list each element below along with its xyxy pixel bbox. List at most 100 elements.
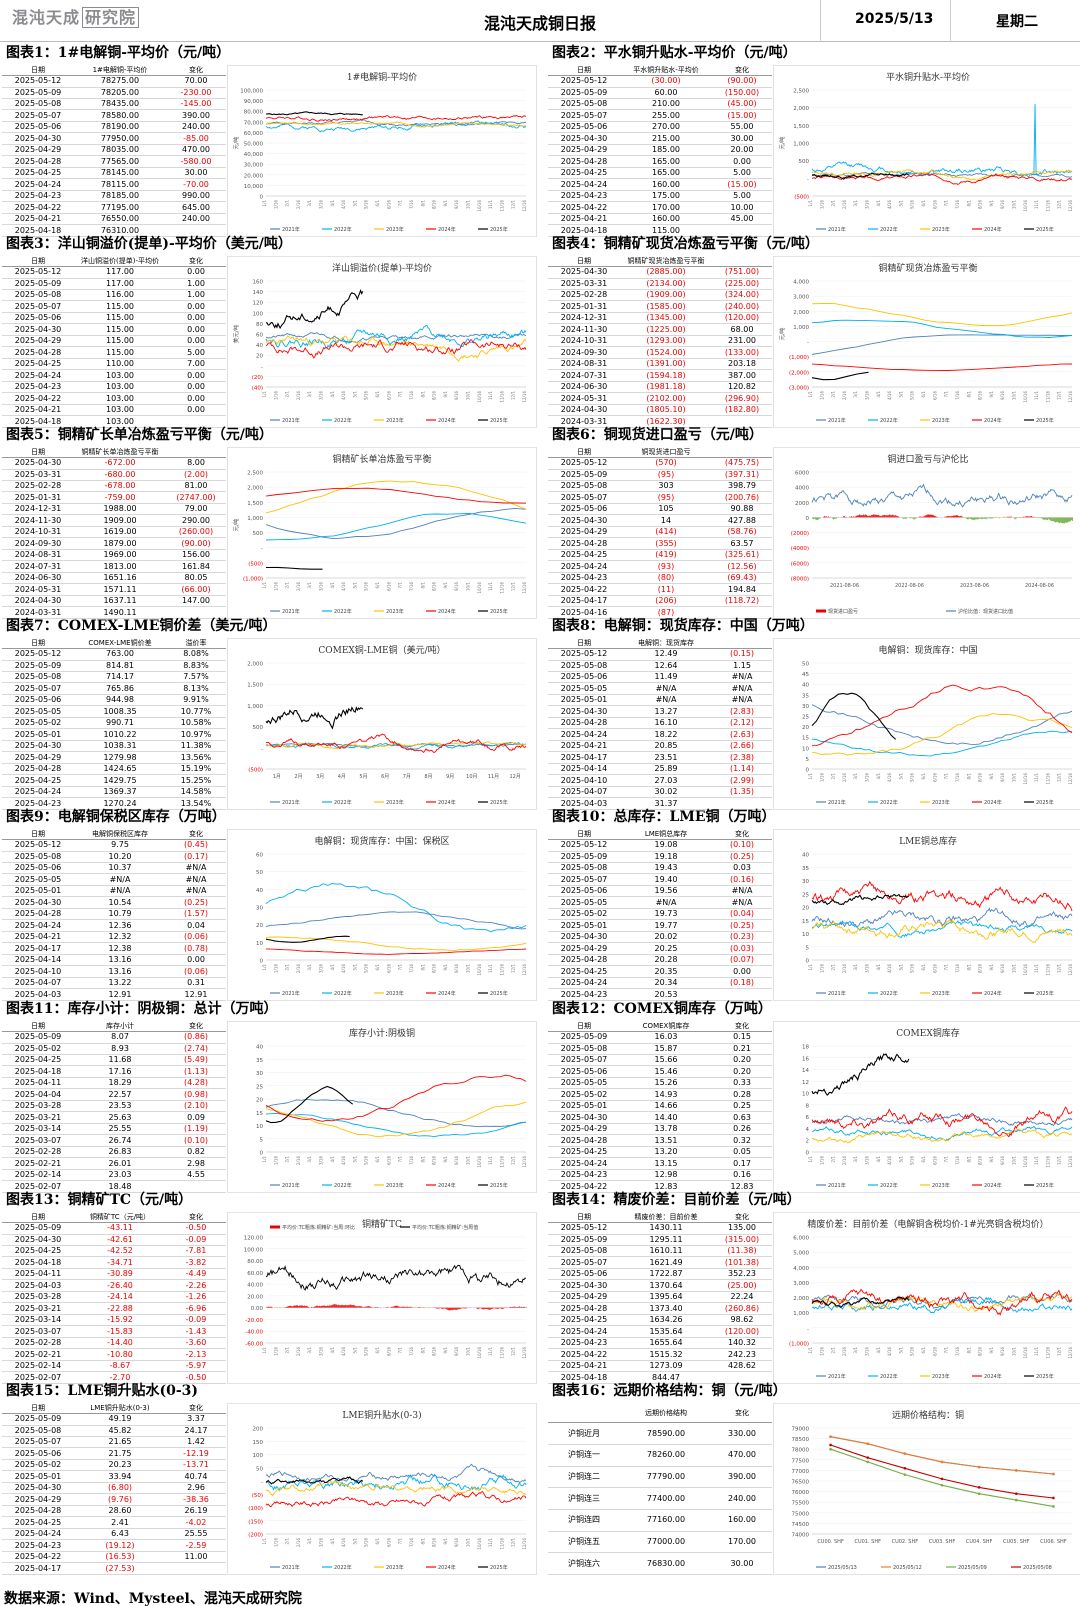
table-row: 2025-04-03 31.37 [548, 797, 772, 810]
table-cell: -22.88 [74, 1302, 166, 1315]
table-cell: 2025-04-25 [2, 1054, 74, 1067]
table-cell: #N/A [620, 682, 712, 695]
table-row: 2025-05-07 (95) (200.76) [548, 491, 772, 504]
y-tick-label: 2,000 [247, 662, 263, 668]
table-cell: 2025-02-14 [2, 1169, 74, 1182]
legend-entry: 现货进口盈亏 [828, 608, 858, 615]
legend-entry: 2023年 [386, 1182, 404, 1189]
chart-bar [321, 1305, 323, 1308]
table-cell: 2025-05-09 [2, 87, 74, 100]
table-cell: 390.00 [712, 1466, 772, 1489]
table-cell: 25.55 [74, 1123, 166, 1136]
chart-bar [380, 1307, 382, 1309]
table-cell: 2025-04-28 [2, 346, 74, 359]
chart-bar [1024, 516, 1026, 518]
table-row: 2025-04-28 115.00 5.00 [2, 346, 226, 359]
table-cell: 76830.00 [620, 1552, 712, 1575]
chart-bar [1028, 516, 1030, 518]
table-cell: -15.92 [74, 1314, 166, 1327]
x-tick-label: 7/1 [398, 391, 403, 398]
table-cell: -24.14 [74, 1291, 166, 1304]
table-cell: 2024-10-31 [2, 526, 74, 539]
y-axis-label: 元/吨 [778, 136, 786, 149]
table-cell: (2.66) [712, 740, 772, 753]
table-cell: 2025-04-23 [2, 190, 74, 203]
x-tick-label: 8/1 [420, 200, 425, 207]
table-cell: 2025-04-29 [2, 751, 74, 764]
y-tick-label: 3,000 [793, 295, 809, 301]
x-tick-label: 3/16 [319, 391, 324, 400]
chart-bar [812, 517, 813, 519]
table-row: 2025-04-28 1424.65 15.19% [2, 763, 226, 776]
table-cell: (1391.00) [620, 358, 712, 371]
x-tick-label: 5/1 [352, 200, 357, 207]
chart-bar [513, 1306, 515, 1308]
table-cell: 2025-04-25 [548, 965, 620, 978]
table-cell: 2025-04-28 [2, 1505, 74, 1518]
table-cell: 18.29 [74, 1077, 166, 1090]
x-tick-label: 3/16 [319, 1347, 324, 1356]
y-tick-label: 60,000 [244, 131, 264, 137]
table-cell: 2024-12-31 [2, 503, 74, 516]
chart-point [940, 1460, 944, 1464]
x-tick-label: 9/16 [454, 1347, 459, 1356]
table-cell: 9.75 [74, 839, 166, 852]
chart-bar [974, 517, 976, 520]
table-cell: 2025-01-31 [548, 300, 620, 313]
table-cell: 2025-04-29 [2, 144, 74, 157]
table-cell: 77790.00 [620, 1466, 712, 1489]
y-tick-label: 4 [806, 1127, 810, 1133]
y-tick-label: 120 [253, 301, 264, 307]
x-tick-label: 8/16 [432, 200, 437, 209]
chart-bar [933, 515, 935, 518]
legend-entry: 2025年 [490, 1182, 508, 1189]
y-tick-label: 77500 [792, 1458, 810, 1464]
table-row: 2025-05-06 11.49 #N/A [548, 671, 772, 684]
legend-entry: 2025/05/09 [958, 1565, 987, 1571]
chart-bar [865, 514, 867, 518]
chart-bar [993, 517, 995, 519]
chart-bar [296, 1305, 298, 1308]
chart-bar [438, 1307, 440, 1309]
table-row: 2025-04-24 78115.00 -70.00 [2, 178, 226, 191]
x-tick-label: 1/1 [262, 582, 267, 589]
table-row: 沪铜连三 77400.00 240.00 [548, 1487, 772, 1510]
panel-title: 图表11：库存小计：阴极铜：总计（万吨） [6, 1001, 278, 1017]
x-tick-label: 5/1 [352, 582, 357, 589]
y-tick-label: - [261, 546, 263, 552]
legend-entry: 2023年 [932, 990, 950, 997]
series-line [265, 332, 527, 344]
table-cell [166, 415, 226, 428]
x-tick-label: 2月 [294, 774, 302, 780]
x-tick-label: 6/16 [386, 582, 391, 591]
chart-title: 洋山铜溢价(提单)-平均价 [332, 262, 432, 274]
table-cell: 0.28 [712, 1088, 772, 1101]
x-tick-label: 4/1 [330, 391, 335, 398]
y-tick-label: 100 [253, 311, 264, 317]
table-cell: 2025-05-07 [2, 109, 74, 122]
table-cell: 2025-02-07 [2, 1180, 74, 1193]
panel-title: 图表1：1#电解铜-平均价（元/吨） [6, 45, 231, 61]
table-cell: 2025-05-08 [2, 851, 74, 864]
y-axis-label: 元/吨 [232, 518, 240, 531]
series-line [265, 1264, 527, 1291]
chart-bar [982, 517, 984, 519]
y-tick-label: 20 [256, 923, 263, 929]
x-tick-label: 5/16 [364, 1156, 369, 1165]
x-tick-label: 7/16 [409, 1347, 414, 1356]
table-cell: 0.09 [166, 1111, 226, 1124]
table-cell: 2025-05-12 [548, 648, 620, 661]
chart-bar [478, 1307, 480, 1309]
y-tick-label: 40,000 [244, 152, 264, 158]
chart-svg: 精废价差：目前价差（电解铜含税均价-1#光亮铜含税均价）(1,000)-1,00… [789, 1218, 1073, 1380]
table-cell: 240.00 [166, 213, 226, 226]
table-header: 日期 [548, 1212, 620, 1224]
chart-bar [934, 515, 936, 518]
table-cell: #N/A [74, 885, 166, 898]
x-tick-label: 10/16 [477, 200, 482, 212]
x-tick-label: 2/1 [831, 200, 836, 207]
chart-bar [864, 515, 866, 518]
table-row: 2024-06-30 1651.16 80.05 [2, 572, 226, 585]
x-tick-label: 1/1 [262, 1538, 267, 1545]
table-cell: 2025-05-06 [548, 885, 620, 898]
